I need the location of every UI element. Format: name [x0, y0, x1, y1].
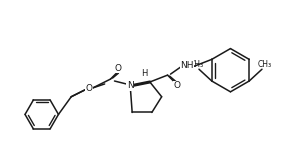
- Text: N: N: [127, 82, 134, 90]
- Text: CH₃: CH₃: [258, 60, 272, 69]
- Text: O: O: [115, 64, 122, 73]
- Text: H: H: [141, 70, 147, 79]
- Text: O: O: [115, 64, 122, 73]
- Text: H: H: [141, 69, 147, 78]
- Text: NH: NH: [180, 61, 194, 70]
- Text: O: O: [86, 84, 92, 93]
- Text: O: O: [174, 82, 181, 90]
- Text: NH: NH: [180, 61, 194, 70]
- Text: CH₃: CH₃: [190, 60, 204, 69]
- Text: N: N: [127, 82, 134, 90]
- Text: O: O: [86, 84, 92, 93]
- Text: O: O: [174, 82, 181, 90]
